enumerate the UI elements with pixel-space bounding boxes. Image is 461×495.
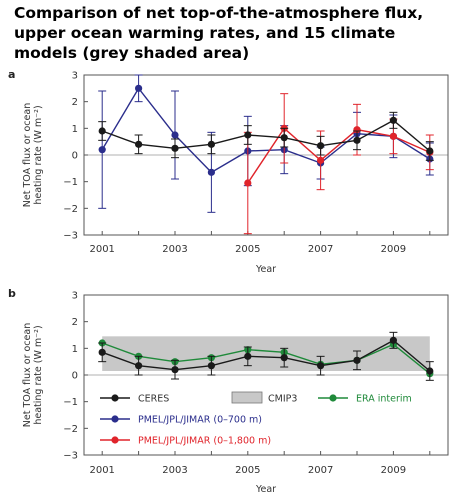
x-tick-label: 2001 bbox=[89, 244, 114, 255]
panel-letter: b bbox=[8, 287, 16, 300]
legend-item-cmip: CMIP3 bbox=[231, 391, 297, 405]
pmel1800-point bbox=[244, 179, 252, 187]
ceres-point bbox=[317, 142, 325, 150]
y-axis-label-line1: Net TOA flux or ocean bbox=[22, 323, 33, 427]
x-tick-label: 2005 bbox=[235, 465, 260, 476]
y-tick-label: −2 bbox=[63, 204, 78, 215]
ceres-point bbox=[98, 127, 106, 135]
ceres-point bbox=[171, 366, 179, 374]
pmel700-point bbox=[207, 168, 215, 176]
x-tick-label: 2009 bbox=[381, 244, 406, 255]
cmip3-band bbox=[102, 336, 430, 371]
x-tick-label: 2007 bbox=[308, 244, 333, 255]
legend-item-ceres: CERES bbox=[100, 394, 169, 405]
pmel700-point bbox=[171, 131, 179, 139]
pmel700-point bbox=[135, 84, 143, 92]
y-axis-label-line2: heating rate (W m⁻²) bbox=[33, 105, 44, 204]
panel-a: a −3 −2 −1 0 1 2 3 2001 2003 2005 2007 2009 Year Net T… bbox=[8, 68, 449, 275]
y-tick-label: 2 bbox=[72, 97, 78, 108]
ceres-point bbox=[426, 367, 434, 375]
y-tick-label: −1 bbox=[63, 397, 78, 408]
legend-item-era: ERA interim bbox=[318, 394, 412, 405]
y-tick-label: 3 bbox=[72, 71, 78, 82]
ceres-point bbox=[135, 140, 143, 148]
y-tick-label: −3 bbox=[63, 451, 78, 462]
y-axis-label: Net TOA flux or oceanheating rate (W m⁻²… bbox=[22, 323, 44, 427]
page-title: Comparison of net top-of-the-atmosphere … bbox=[14, 4, 424, 62]
legend-item-pmel700: PMEL/JPL/JIMAR (0–700 m) bbox=[100, 415, 262, 426]
legend-label: CMIP3 bbox=[268, 394, 297, 405]
y-tick-label: 2 bbox=[72, 317, 78, 328]
y-axis-label-line1: Net TOA flux or ocean bbox=[22, 103, 33, 207]
pmel1800-point bbox=[389, 132, 397, 140]
ceres-point bbox=[244, 352, 252, 360]
era-line bbox=[101, 342, 431, 375]
ceres-point bbox=[353, 136, 361, 144]
y-tick-label: −3 bbox=[63, 231, 78, 242]
legend-label: ERA interim bbox=[356, 394, 412, 405]
y-tick-label: 0 bbox=[72, 151, 78, 162]
ceres-point bbox=[135, 362, 143, 370]
ceres-point bbox=[98, 348, 106, 356]
x-tick-label: 2009 bbox=[381, 465, 406, 476]
ceres-point bbox=[389, 116, 397, 124]
pmel700-line bbox=[101, 87, 431, 174]
y-axis-label: Net TOA flux or oceanheating rate (W m⁻²… bbox=[22, 103, 44, 207]
x-tick-label: 2003 bbox=[162, 465, 187, 476]
ceres-point bbox=[207, 140, 215, 148]
ceres-point bbox=[280, 134, 288, 142]
y-tick-label: 1 bbox=[72, 344, 78, 355]
y-tick-label: 1 bbox=[72, 124, 78, 135]
ceres-point bbox=[244, 131, 252, 139]
ceres-point bbox=[207, 362, 215, 370]
legend-swatch-marker bbox=[329, 394, 337, 402]
ceres-point bbox=[171, 144, 179, 152]
x-tick-label: 2005 bbox=[235, 244, 260, 255]
x-axis-label: Year bbox=[255, 484, 276, 495]
y-tick-label: −2 bbox=[63, 424, 78, 435]
pmel1800-point bbox=[317, 156, 325, 164]
legend-item-pmel1800: PMEL/JPL/JIMAR (0–1,800 m) bbox=[100, 436, 271, 447]
ceres-point bbox=[280, 354, 288, 362]
y-tick-label: −1 bbox=[63, 177, 78, 188]
ceres-point bbox=[389, 336, 397, 344]
legend-swatch-marker bbox=[111, 415, 119, 423]
ceres-point bbox=[353, 356, 361, 364]
ceres-point bbox=[317, 362, 325, 370]
ceres-line bbox=[101, 339, 431, 372]
y-tick-label: 0 bbox=[72, 371, 78, 382]
x-tick-label: 2007 bbox=[308, 465, 333, 476]
legend-swatch bbox=[231, 391, 263, 404]
legend-swatch-marker bbox=[111, 436, 119, 444]
ceres-line bbox=[101, 119, 431, 152]
y-tick-label: 3 bbox=[72, 291, 78, 302]
x-axis-label: Year bbox=[255, 264, 276, 275]
panel-b: b −3 −2 −1 0 1 2 3 2001 2003 2005 2007 2009 Year Net T… bbox=[8, 287, 449, 495]
x-tick-label: 2003 bbox=[162, 244, 187, 255]
legend-label: CERES bbox=[138, 394, 169, 405]
x-tick-label: 2001 bbox=[89, 465, 114, 476]
ceres-point bbox=[426, 147, 434, 155]
pmel700-point bbox=[98, 146, 106, 154]
legend-label: PMEL/JPL/JIMAR (0–700 m) bbox=[138, 415, 262, 426]
panel-letter: a bbox=[8, 68, 15, 81]
y-axis-label-line2: heating rate (W m⁻²) bbox=[33, 325, 44, 424]
legend-swatch-marker bbox=[111, 394, 119, 402]
legend-label: PMEL/JPL/JIMAR (0–1,800 m) bbox=[138, 436, 271, 447]
